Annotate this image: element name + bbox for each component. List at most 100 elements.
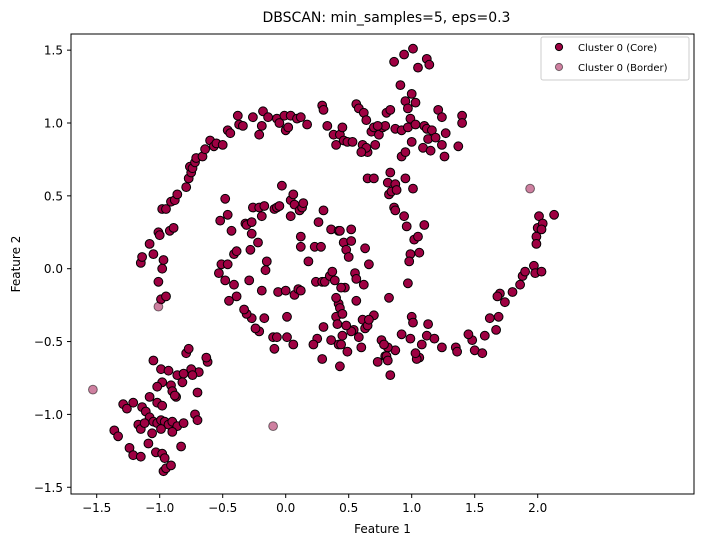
data-point <box>385 105 396 115</box>
data-point <box>372 357 383 367</box>
data-point <box>217 140 228 150</box>
data-point <box>423 319 434 330</box>
data-point <box>253 237 263 248</box>
data-point <box>372 121 383 131</box>
data-point <box>248 112 258 123</box>
data-point <box>390 205 401 216</box>
data-point <box>153 276 164 287</box>
data-point <box>360 243 371 254</box>
data-point <box>159 453 170 464</box>
data-point <box>364 259 374 270</box>
data-point <box>153 301 164 312</box>
data-point <box>222 209 233 220</box>
data-point <box>316 241 326 252</box>
data-point <box>406 137 417 147</box>
data-point <box>144 392 155 402</box>
data-point <box>358 279 369 290</box>
data-point <box>295 285 306 296</box>
data-point <box>419 220 430 230</box>
data-point <box>440 128 451 139</box>
data-point <box>353 332 364 343</box>
data-point <box>414 247 425 258</box>
data-point <box>408 43 418 54</box>
data-point <box>245 244 256 255</box>
data-point <box>181 182 192 193</box>
data-point <box>187 370 198 381</box>
data-point <box>536 266 547 277</box>
data-point <box>295 241 306 252</box>
data-point <box>520 266 530 277</box>
data-point <box>200 144 211 155</box>
data-point <box>156 424 166 434</box>
data-point <box>128 397 139 408</box>
data-point <box>404 256 415 267</box>
data-point <box>167 427 178 437</box>
data-point <box>453 141 464 152</box>
data-point <box>437 342 447 353</box>
data-point <box>452 346 463 357</box>
x-tick-label: 2.0 <box>528 501 547 515</box>
data-point <box>143 438 154 449</box>
data-point <box>254 129 265 140</box>
data-point <box>322 121 333 131</box>
data-point <box>525 183 535 194</box>
data-point <box>161 204 171 214</box>
x-tick-label: 0.0 <box>276 501 295 515</box>
data-point <box>269 343 280 354</box>
data-point <box>493 311 504 322</box>
data-point <box>215 215 226 226</box>
data-point <box>168 223 179 233</box>
data-point <box>410 97 421 108</box>
data-point <box>256 211 267 222</box>
data-point <box>410 348 421 359</box>
data-point <box>154 230 165 241</box>
data-point <box>224 295 234 306</box>
data-point <box>336 282 347 293</box>
x-tick-label: 1.0 <box>402 501 421 515</box>
data-point <box>250 323 261 334</box>
x-axis: −1.5 −1.0 −0.5 0.0 0.5 1.0 1.5 2.0 <box>82 494 547 515</box>
data-point <box>318 322 329 332</box>
data-point <box>268 421 279 432</box>
data-point <box>399 211 410 222</box>
data-point <box>317 354 328 364</box>
data-point <box>226 225 237 236</box>
data-point <box>220 275 231 286</box>
data-point <box>172 189 183 200</box>
plot-frame <box>70 33 695 495</box>
data-point <box>327 266 338 277</box>
x-tick-label: 0.5 <box>339 501 358 515</box>
data-point <box>336 339 347 350</box>
data-point <box>169 390 180 401</box>
data-point <box>351 274 362 284</box>
data-point <box>416 339 427 350</box>
y-tick-label: 1.0 <box>44 117 63 131</box>
legend-border-marker <box>554 62 564 72</box>
data-point <box>424 59 435 70</box>
data-point <box>88 384 98 395</box>
y-tick-label: −1.5 <box>34 481 63 495</box>
legend-core-marker <box>554 42 564 52</box>
legend-border-label: Cluster 0 (Border) <box>578 63 668 74</box>
data-point <box>229 279 239 290</box>
data-point <box>161 291 171 302</box>
data-point <box>147 428 158 439</box>
data-point <box>405 333 416 344</box>
data-point <box>295 231 306 242</box>
data-point <box>457 118 468 128</box>
data-point <box>313 217 324 228</box>
data-point <box>166 460 176 471</box>
data-point <box>263 112 274 123</box>
data-point <box>331 140 342 150</box>
y-tick-label: 0.0 <box>44 262 63 276</box>
data-point <box>401 221 412 232</box>
data-point <box>256 121 267 131</box>
data-point <box>260 265 271 276</box>
data-point <box>148 249 159 260</box>
data-point <box>201 352 212 363</box>
data-point <box>389 56 400 67</box>
data-point <box>408 183 418 194</box>
data-point <box>491 325 502 335</box>
data-point <box>361 115 372 125</box>
data-point <box>515 279 525 290</box>
